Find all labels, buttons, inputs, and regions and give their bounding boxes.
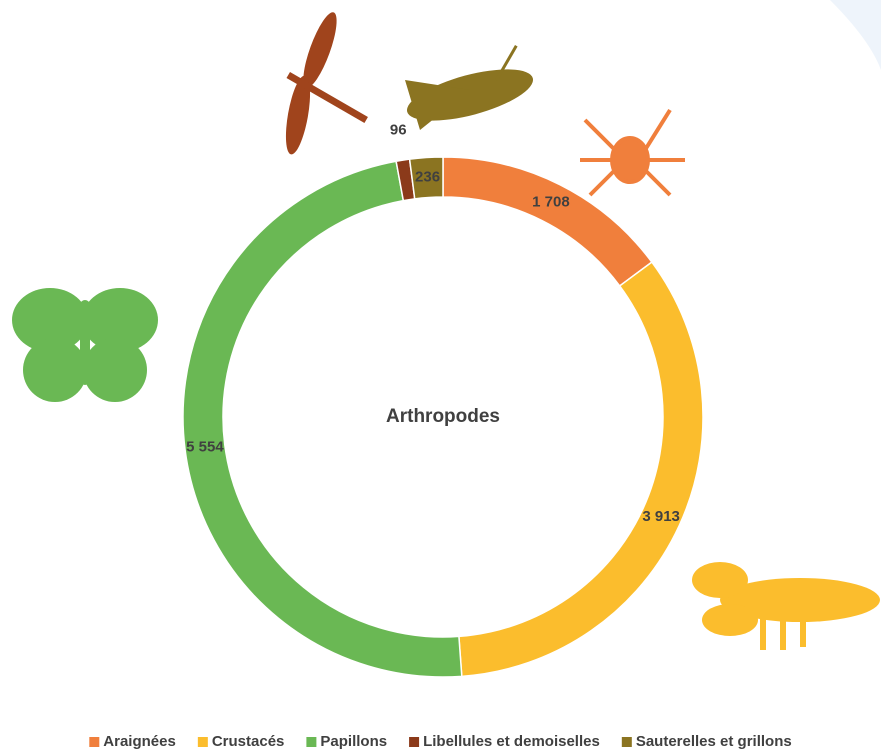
dragonfly-icon xyxy=(285,12,368,155)
donut-segment xyxy=(182,160,463,678)
legend-label: Araignées xyxy=(103,733,176,750)
legend-label: Libellules et demoiselles xyxy=(423,733,600,750)
legend-swatch xyxy=(197,737,208,747)
legend-swatch xyxy=(89,737,100,747)
data-label: 1 708 xyxy=(532,194,570,211)
spider-icon xyxy=(580,108,685,197)
grasshopper-icon xyxy=(405,45,533,130)
legend-label: Crustacés xyxy=(212,733,285,750)
legend-swatch xyxy=(621,737,632,747)
lobster-icon xyxy=(692,562,880,650)
data-label: 96 xyxy=(390,121,407,138)
legend-swatch xyxy=(409,737,420,747)
donut-segment xyxy=(408,156,444,200)
butterfly-icon xyxy=(12,288,158,402)
data-label: 5 554 xyxy=(186,438,224,455)
data-label: 3 913 xyxy=(642,508,680,525)
data-label: 236 xyxy=(415,168,440,185)
legend-swatch xyxy=(306,737,317,747)
donut-segment xyxy=(458,261,704,678)
legend-label: Sauterelles et grillons xyxy=(636,733,792,750)
center-label: Arthropodes xyxy=(386,406,500,427)
legend-label: Papillons xyxy=(320,733,387,750)
background-arc xyxy=(830,0,881,70)
